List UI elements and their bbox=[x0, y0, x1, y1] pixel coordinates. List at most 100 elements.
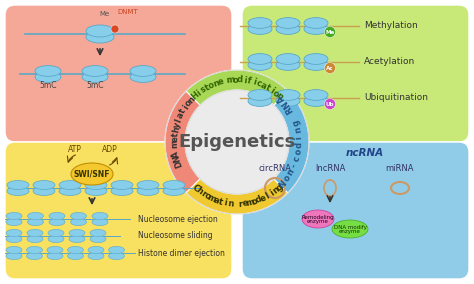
Text: g: g bbox=[274, 182, 284, 193]
Ellipse shape bbox=[86, 25, 114, 37]
Text: e: e bbox=[217, 77, 225, 87]
Ellipse shape bbox=[130, 66, 156, 76]
Circle shape bbox=[325, 26, 336, 37]
Text: A: A bbox=[275, 93, 286, 104]
Circle shape bbox=[325, 62, 336, 74]
Text: SWI/SNF: SWI/SNF bbox=[74, 170, 110, 179]
Ellipse shape bbox=[92, 212, 108, 220]
Text: m: m bbox=[206, 193, 218, 204]
Text: circRNA: circRNA bbox=[258, 164, 292, 173]
Circle shape bbox=[185, 90, 289, 194]
Text: H: H bbox=[190, 90, 201, 102]
Text: h: h bbox=[171, 126, 181, 133]
Text: i: i bbox=[223, 198, 228, 208]
Text: i: i bbox=[195, 88, 203, 97]
Ellipse shape bbox=[35, 72, 61, 82]
Text: i: i bbox=[181, 104, 190, 111]
Ellipse shape bbox=[332, 220, 368, 238]
Ellipse shape bbox=[48, 235, 64, 243]
Text: ADP: ADP bbox=[102, 145, 118, 154]
Text: o: o bbox=[207, 80, 216, 91]
Text: o: o bbox=[232, 76, 238, 85]
Text: miRNA: miRNA bbox=[386, 164, 414, 173]
Text: N: N bbox=[277, 179, 288, 190]
FancyBboxPatch shape bbox=[5, 142, 232, 279]
Text: g: g bbox=[291, 119, 301, 127]
Text: Nucleosome ejection: Nucleosome ejection bbox=[138, 214, 218, 224]
Text: N: N bbox=[280, 98, 292, 109]
Text: o: o bbox=[203, 191, 212, 202]
Text: o: o bbox=[250, 197, 258, 207]
Text: Remodeling: Remodeling bbox=[301, 214, 334, 220]
Text: -: - bbox=[289, 162, 299, 169]
FancyBboxPatch shape bbox=[242, 5, 469, 142]
Text: Acetylation: Acetylation bbox=[364, 57, 415, 66]
Text: i: i bbox=[243, 76, 247, 85]
Ellipse shape bbox=[248, 89, 272, 101]
Ellipse shape bbox=[6, 229, 22, 237]
Ellipse shape bbox=[88, 252, 104, 260]
Ellipse shape bbox=[86, 31, 114, 43]
Text: n: n bbox=[286, 168, 296, 177]
Text: d: d bbox=[255, 195, 263, 205]
Text: ncRNA: ncRNA bbox=[346, 148, 384, 158]
Ellipse shape bbox=[111, 181, 133, 189]
Ellipse shape bbox=[82, 72, 108, 82]
Ellipse shape bbox=[6, 218, 22, 225]
Text: m: m bbox=[226, 76, 235, 85]
Ellipse shape bbox=[304, 60, 328, 70]
Text: t: t bbox=[171, 132, 180, 137]
Ellipse shape bbox=[248, 54, 272, 64]
Ellipse shape bbox=[248, 96, 272, 106]
Ellipse shape bbox=[27, 252, 43, 260]
Ellipse shape bbox=[48, 229, 64, 237]
Ellipse shape bbox=[304, 18, 328, 28]
Text: r: r bbox=[237, 199, 242, 208]
Text: i: i bbox=[268, 86, 275, 95]
Wedge shape bbox=[165, 91, 200, 193]
Text: d: d bbox=[237, 76, 243, 85]
Text: D: D bbox=[173, 158, 184, 168]
Text: t: t bbox=[178, 107, 188, 116]
Text: f: f bbox=[247, 76, 252, 86]
Text: Nucleosome sliding: Nucleosome sliding bbox=[138, 231, 213, 241]
Text: h: h bbox=[194, 186, 204, 197]
Ellipse shape bbox=[276, 96, 300, 106]
Ellipse shape bbox=[6, 235, 22, 243]
Text: o: o bbox=[293, 148, 303, 155]
Ellipse shape bbox=[248, 60, 272, 70]
Text: n: n bbox=[186, 95, 197, 105]
Ellipse shape bbox=[47, 252, 63, 260]
Ellipse shape bbox=[49, 212, 65, 220]
Wedge shape bbox=[186, 70, 288, 105]
Text: Ubiquitination: Ubiquitination bbox=[364, 93, 428, 103]
Ellipse shape bbox=[276, 24, 300, 34]
Text: Methylation: Methylation bbox=[364, 22, 418, 30]
Ellipse shape bbox=[302, 210, 334, 228]
Text: Epigenetics: Epigenetics bbox=[178, 133, 296, 151]
Ellipse shape bbox=[109, 247, 125, 254]
Text: Me: Me bbox=[325, 30, 335, 34]
Text: a: a bbox=[175, 111, 186, 120]
Text: o: o bbox=[282, 174, 292, 184]
Ellipse shape bbox=[59, 187, 81, 195]
Text: 5mC: 5mC bbox=[39, 81, 57, 90]
Ellipse shape bbox=[85, 181, 107, 189]
Ellipse shape bbox=[130, 72, 156, 82]
Ellipse shape bbox=[304, 54, 328, 64]
Ellipse shape bbox=[35, 66, 61, 76]
Ellipse shape bbox=[248, 24, 272, 34]
Circle shape bbox=[111, 25, 119, 33]
Text: Histone dimer ejection: Histone dimer ejection bbox=[138, 248, 225, 258]
Wedge shape bbox=[186, 179, 288, 214]
Ellipse shape bbox=[90, 229, 106, 237]
Text: i: i bbox=[268, 189, 275, 198]
Text: R: R bbox=[284, 105, 295, 115]
Text: c: c bbox=[292, 155, 301, 163]
Ellipse shape bbox=[276, 89, 300, 101]
Ellipse shape bbox=[137, 181, 159, 189]
Ellipse shape bbox=[92, 218, 108, 225]
Text: o: o bbox=[183, 98, 194, 108]
Wedge shape bbox=[274, 91, 309, 193]
Ellipse shape bbox=[6, 212, 22, 220]
